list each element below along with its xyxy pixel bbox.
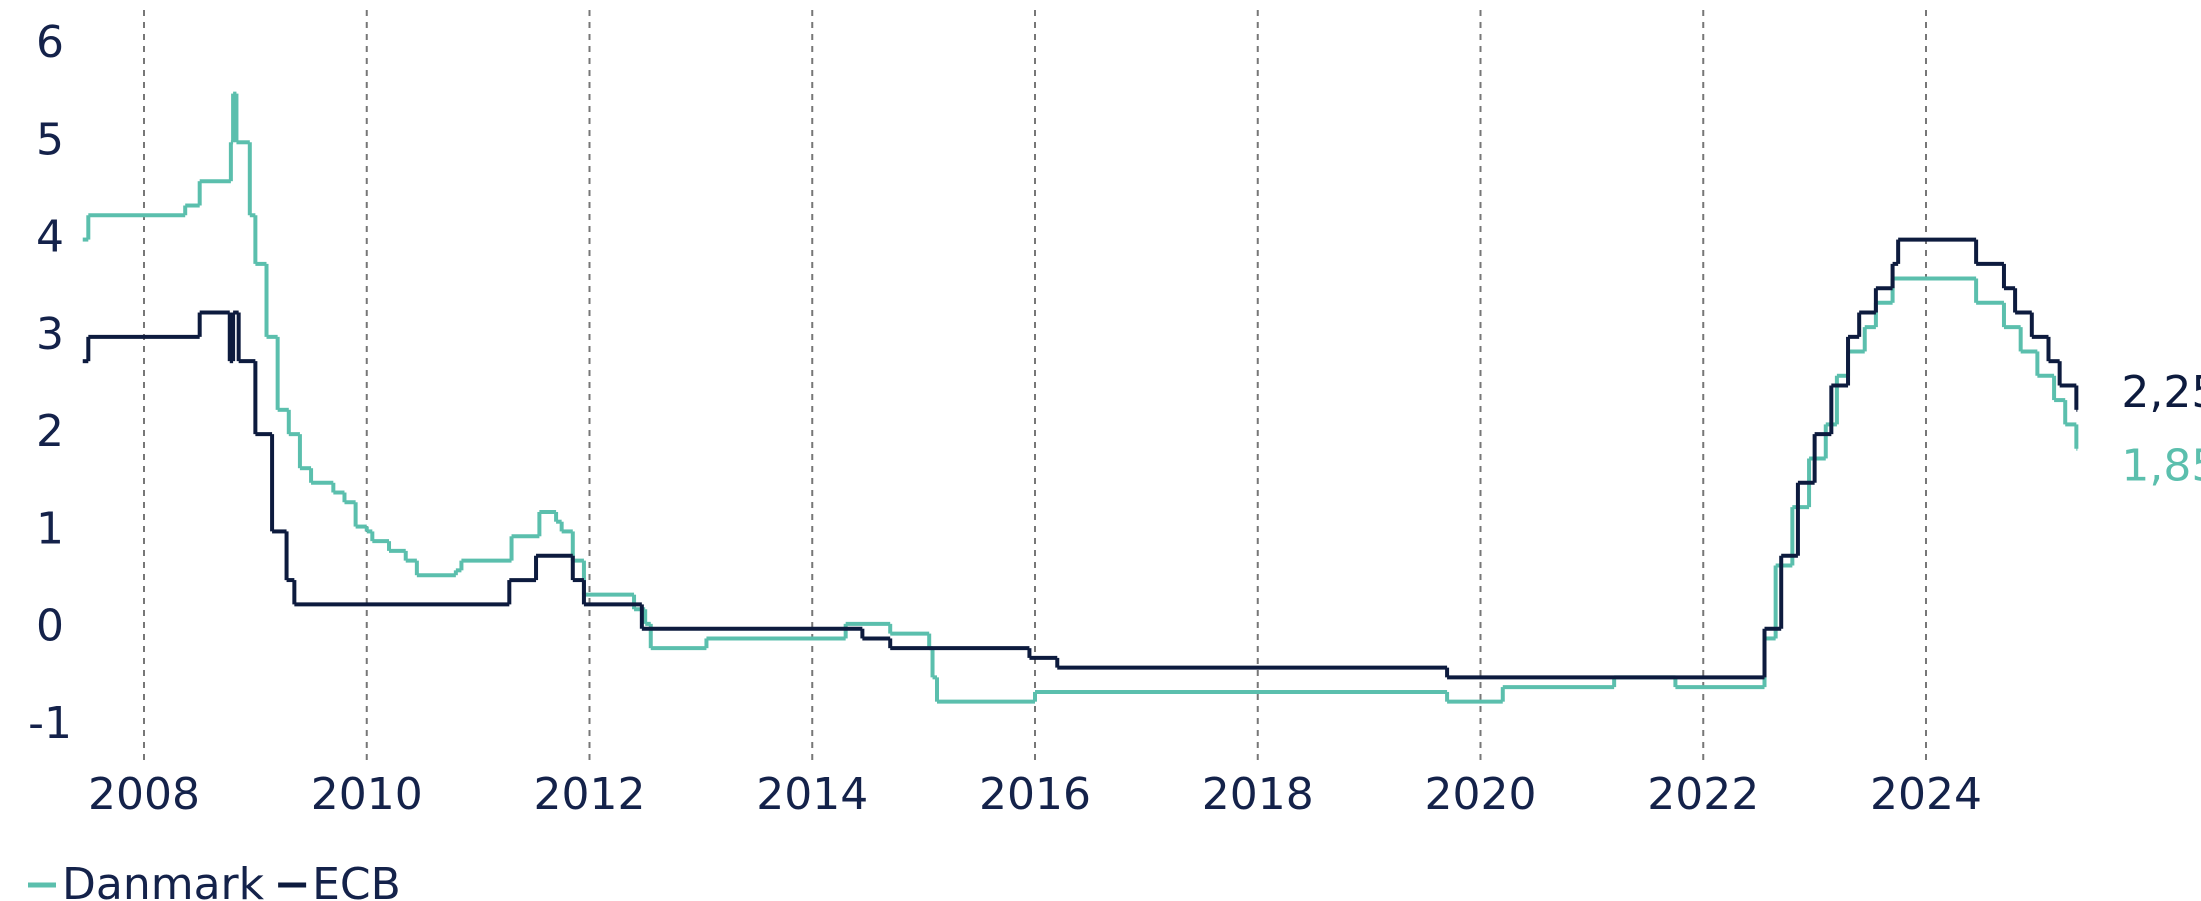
- x-tick-label: 2024: [1870, 769, 1982, 820]
- x-tick-label: 2018: [1202, 769, 1314, 820]
- x-tick-label: 2014: [756, 769, 868, 820]
- x-tick-label: 2008: [88, 769, 200, 820]
- y-tick-label: 3: [36, 309, 64, 360]
- legend-label: ECB: [312, 859, 401, 901]
- x-tick-label: 2012: [534, 769, 646, 820]
- y-tick-label: 2: [36, 406, 64, 457]
- end-label: 2,25: [2121, 367, 2201, 418]
- y-tick-label: 4: [36, 212, 64, 263]
- y-tick-label: 0: [36, 601, 64, 652]
- x-tick-label: 2010: [311, 769, 423, 820]
- x-tick-label: 2022: [1647, 769, 1759, 820]
- x-tick-label: 2020: [1425, 769, 1537, 820]
- y-tick-label: 1: [36, 503, 64, 554]
- legend-label: Danmark: [62, 859, 265, 901]
- y-tick-label: 5: [36, 114, 64, 165]
- y-tick-label: -1: [28, 698, 72, 749]
- x-tick-label: 2016: [979, 769, 1091, 820]
- y-tick-label: 6: [36, 17, 64, 68]
- end-label: 1,85: [2121, 441, 2201, 492]
